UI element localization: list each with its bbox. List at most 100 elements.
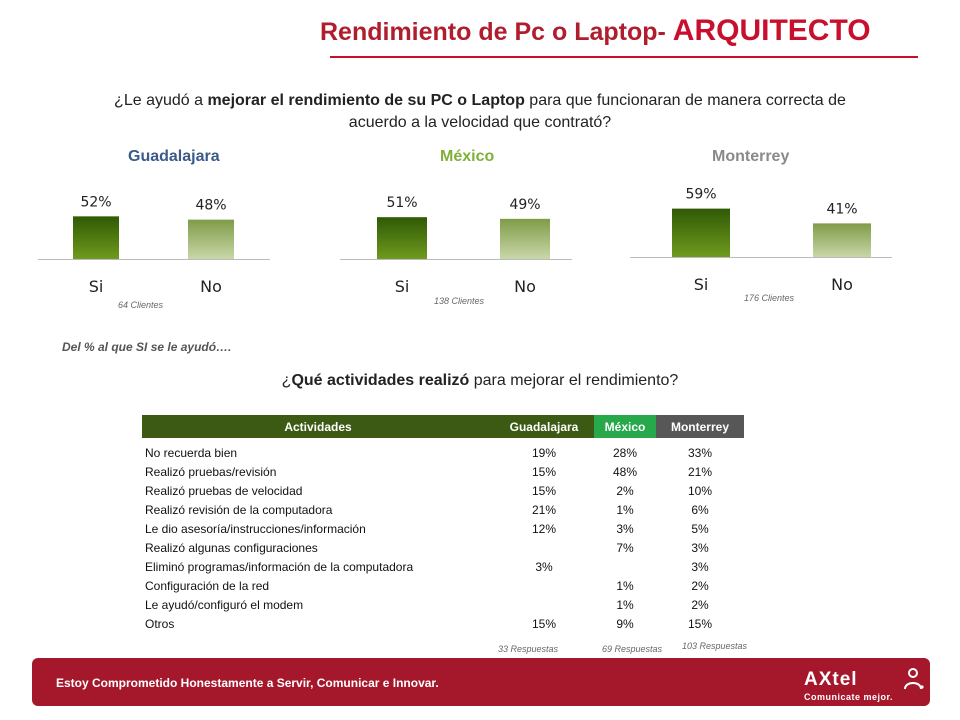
chart-title-mexico: México bbox=[440, 148, 495, 165]
value-cell: 15% bbox=[531, 483, 557, 498]
value-cell: 15% bbox=[531, 464, 557, 479]
value-cell: 3% bbox=[691, 559, 709, 574]
value-cell: 2% bbox=[616, 483, 634, 498]
value-cell: 28% bbox=[612, 445, 638, 460]
value-cell: 10% bbox=[687, 483, 713, 498]
bar-si bbox=[73, 216, 119, 259]
question-pre: ¿Le ayudó a bbox=[114, 92, 208, 109]
data-label: 51% bbox=[386, 195, 417, 211]
chart-title-monterrey: Monterrey bbox=[712, 148, 790, 165]
table-row: No recuerda bien 19% 28% 33% bbox=[142, 438, 744, 462]
value-cell: 15% bbox=[531, 616, 557, 631]
footer-slogan: Estoy Comprometido Honestamente a Servir… bbox=[56, 676, 439, 690]
chart-mexico: 51% Si 49% No bbox=[340, 195, 572, 296]
footer-bar: Estoy Comprometido Honestamente a Servir… bbox=[32, 658, 930, 706]
table-row: Le ayudó/configuró el modem 1% 2% bbox=[142, 595, 744, 614]
clients-mexico: 138 Clientes bbox=[434, 296, 485, 306]
chart-monterrey: 59% Si 41% No bbox=[630, 187, 892, 294]
header-actividades: Actividades bbox=[142, 415, 494, 438]
responses-guadalajara: 33 Respuestas bbox=[498, 644, 559, 654]
clients-guadalajara: 64 Clientes bbox=[118, 300, 164, 310]
value-cell: 48% bbox=[612, 464, 638, 479]
bar-si bbox=[672, 208, 730, 257]
value-cell: 3% bbox=[691, 540, 709, 555]
value-cell: 33% bbox=[687, 445, 713, 460]
question-text: ¿Le ayudó a mejorar el rendimiento de su… bbox=[100, 90, 860, 134]
responses-monterrey: 103 Respuestas bbox=[682, 641, 748, 651]
table-row: Realizó pruebas/revisión 15% 48% 21% bbox=[142, 462, 744, 481]
data-label: 49% bbox=[509, 197, 540, 213]
bar-no bbox=[188, 219, 234, 259]
value-cell bbox=[494, 576, 594, 595]
chart-guadalajara: 52% Si 48% No bbox=[38, 194, 270, 296]
value-cell: 21% bbox=[687, 464, 713, 479]
activity-cell: Realizó revisión de la computadora bbox=[145, 502, 333, 517]
chart-title-guadalajara: Guadalajara bbox=[128, 148, 220, 165]
axtel-logo: AXtel Comunicate mejor. bbox=[802, 663, 926, 703]
activities-table: Actividades Guadalajara México Monterrey… bbox=[142, 415, 744, 633]
category-label: No bbox=[514, 277, 536, 296]
value-cell: 1% bbox=[616, 597, 634, 612]
value-cell bbox=[594, 557, 656, 576]
activity-cell: Realizó pruebas/revisión bbox=[145, 464, 277, 479]
value-cell: 7% bbox=[616, 540, 634, 555]
question2-bold: Qué actividades realizó bbox=[291, 372, 470, 389]
category-label: Si bbox=[89, 277, 104, 296]
table-row: Eliminó programas/información de la comp… bbox=[142, 557, 744, 576]
table-row: Realizó algunas configuraciones 7% 3% bbox=[142, 538, 744, 557]
table-row: Configuración de la red 1% 2% bbox=[142, 576, 744, 595]
title-accent: ARQUITECTO bbox=[672, 14, 871, 47]
activity-cell: Otros bbox=[145, 616, 175, 631]
data-label: 52% bbox=[80, 194, 111, 210]
activity-cell: Realizó algunas configuraciones bbox=[145, 540, 318, 555]
title-underline bbox=[330, 56, 918, 58]
subnote: Del % al que SI se le ayudó…. bbox=[62, 340, 232, 354]
value-cell: 9% bbox=[616, 616, 634, 631]
activity-cell: No recuerda bien bbox=[145, 445, 238, 460]
table-header-row: Actividades Guadalajara México Monterrey bbox=[142, 415, 744, 438]
value-cell: 3% bbox=[535, 559, 553, 574]
value-cell: 19% bbox=[531, 445, 557, 460]
value-cell: 5% bbox=[691, 521, 709, 536]
value-cell: 1% bbox=[616, 578, 634, 593]
title-main: Rendimiento de Pc o Laptop- bbox=[320, 18, 666, 46]
logo-wordmark: AXtel bbox=[804, 669, 858, 690]
question-post: para que funcionaran de manera correcta … bbox=[348, 92, 846, 131]
activity-cell: Realizó pruebas de velocidad bbox=[145, 483, 303, 498]
bar-no bbox=[813, 223, 871, 257]
question-bold: mejorar el rendimiento de su PC o Laptop bbox=[207, 92, 525, 109]
logo-figure-icon bbox=[904, 668, 924, 690]
activity-cell: Le ayudó/configuró el modem bbox=[145, 597, 304, 612]
value-cell: 21% bbox=[531, 502, 557, 517]
responses-mexico: 69 Respuestas bbox=[602, 644, 663, 654]
table-row: Realizó revisión de la computadora 21% 1% 6… bbox=[142, 500, 744, 519]
table-row: Realizó pruebas de velocidad 15% 2% 10% bbox=[142, 481, 744, 500]
activity-cell: Configuración de la red bbox=[145, 578, 270, 593]
value-cell: 12% bbox=[531, 521, 557, 536]
question2-post: para mejorar el rendimiento? bbox=[469, 372, 679, 389]
category-label: Si bbox=[395, 277, 410, 296]
value-cell: 3% bbox=[616, 521, 634, 536]
logo-tagline: Comunicate mejor. bbox=[804, 692, 894, 702]
table-row: Otros 15% 9% 15% bbox=[142, 614, 744, 633]
clients-monterrey: 176 Clientes bbox=[744, 293, 795, 303]
value-cell: 1% bbox=[616, 502, 634, 517]
data-label: 41% bbox=[826, 201, 857, 217]
category-label: No bbox=[200, 277, 222, 296]
question2-pre: ¿ bbox=[281, 372, 292, 389]
activity-cell: Eliminó programas/información de la comp… bbox=[145, 559, 414, 574]
value-cell: 2% bbox=[691, 597, 709, 612]
value-cell bbox=[494, 595, 594, 614]
category-label: Si bbox=[694, 275, 709, 294]
bar-si bbox=[377, 217, 427, 259]
value-cell bbox=[494, 538, 594, 557]
table-row: Le dio asesoría/instrucciones/informació… bbox=[142, 519, 744, 538]
value-cell: 2% bbox=[691, 578, 709, 593]
value-cell: 6% bbox=[691, 502, 709, 517]
header-guadalajara: Guadalajara bbox=[494, 415, 594, 438]
header-mexico: México bbox=[594, 415, 656, 438]
data-label: 48% bbox=[195, 198, 226, 214]
bar-no bbox=[500, 218, 550, 259]
category-label: No bbox=[831, 275, 853, 294]
data-label: 59% bbox=[685, 187, 716, 203]
